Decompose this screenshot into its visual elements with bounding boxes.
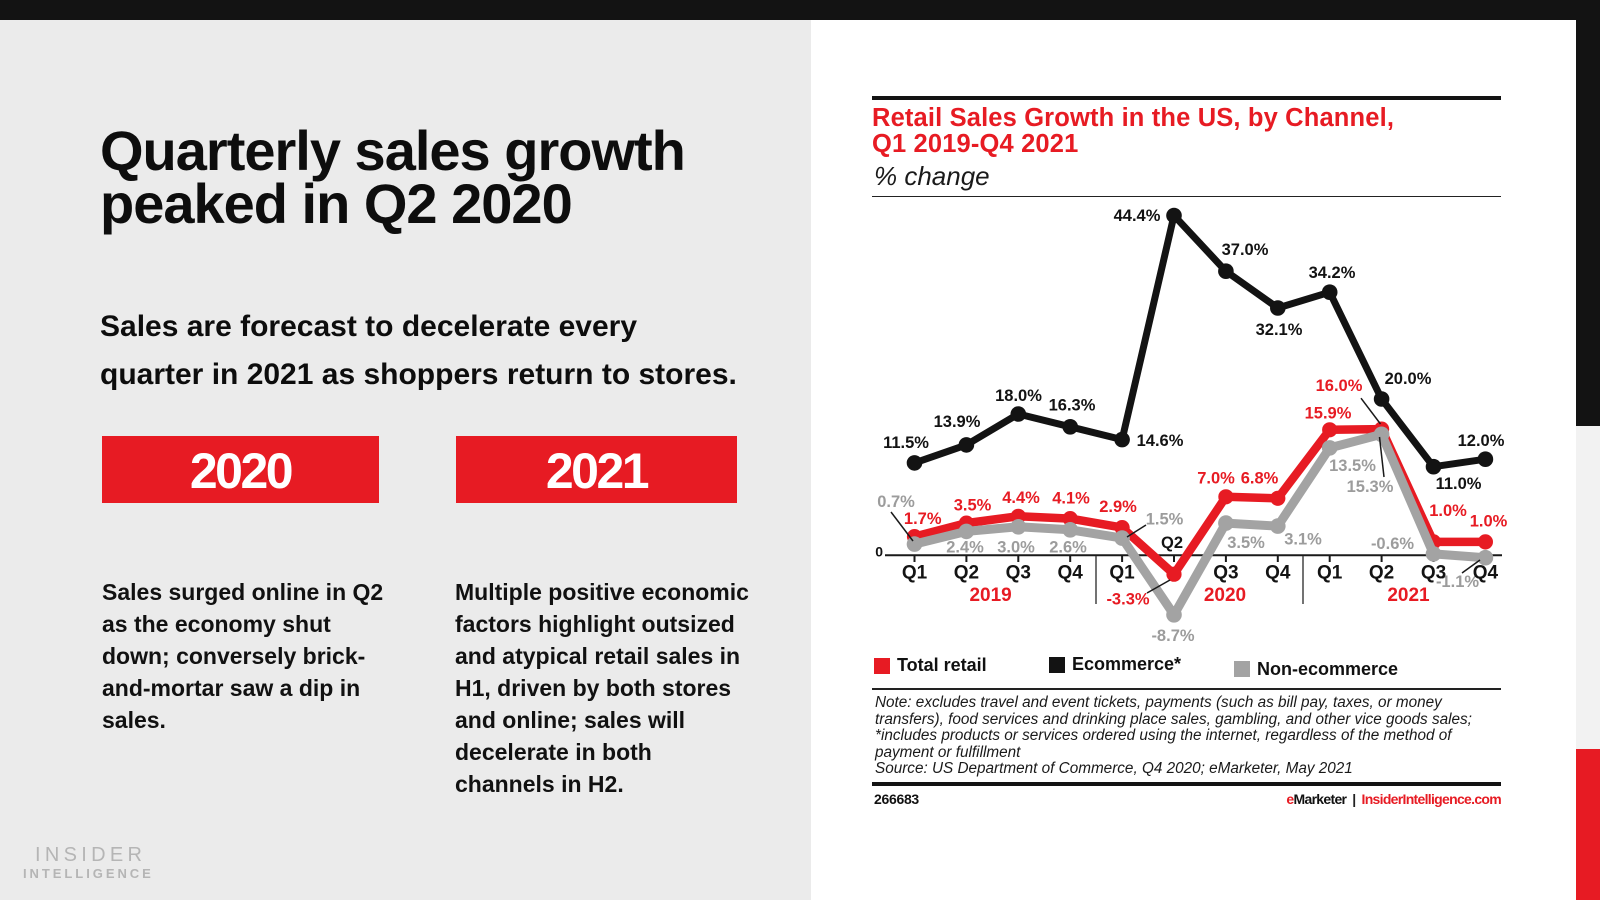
svg-text:6.8%: 6.8%: [1241, 469, 1279, 487]
svg-text:Q1: Q1: [1109, 563, 1135, 584]
svg-text:12.0%: 12.0%: [1458, 432, 1505, 450]
svg-text:2.9%: 2.9%: [1099, 498, 1137, 516]
svg-text:-1.1%: -1.1%: [1436, 573, 1479, 591]
svg-text:Q4: Q4: [1058, 563, 1084, 584]
svg-text:2019: 2019: [969, 585, 1011, 606]
svg-text:Q1: Q1: [1317, 563, 1343, 584]
svg-text:Q4: Q4: [1265, 563, 1291, 584]
svg-text:15.9%: 15.9%: [1305, 405, 1352, 423]
svg-text:3.0%: 3.0%: [997, 539, 1035, 557]
svg-text:1.0%: 1.0%: [1470, 512, 1508, 530]
svg-text:Q1: Q1: [902, 563, 928, 584]
svg-text:44.4%: 44.4%: [1114, 207, 1161, 225]
svg-text:37.0%: 37.0%: [1222, 241, 1269, 259]
svg-text:7.0%: 7.0%: [1197, 469, 1235, 487]
svg-text:13.5%: 13.5%: [1329, 457, 1376, 475]
svg-text:20.0%: 20.0%: [1385, 370, 1432, 388]
svg-text:Q2: Q2: [954, 563, 979, 584]
svg-text:Q2: Q2: [1161, 534, 1183, 552]
svg-text:15.3%: 15.3%: [1347, 478, 1394, 496]
svg-text:Q3: Q3: [1421, 563, 1446, 584]
svg-text:0: 0: [875, 544, 883, 560]
svg-text:-3.3%: -3.3%: [1106, 590, 1149, 608]
svg-text:-8.7%: -8.7%: [1151, 627, 1194, 645]
svg-text:4.1%: 4.1%: [1052, 489, 1090, 507]
svg-text:1.0%: 1.0%: [1429, 502, 1467, 520]
svg-text:4.4%: 4.4%: [1002, 489, 1040, 507]
svg-text:13.9%: 13.9%: [934, 413, 981, 431]
svg-text:2.4%: 2.4%: [946, 539, 984, 557]
svg-text:0.7%: 0.7%: [877, 493, 915, 511]
svg-text:Q3: Q3: [1006, 563, 1031, 584]
svg-text:2020: 2020: [1204, 585, 1246, 606]
svg-text:32.1%: 32.1%: [1256, 321, 1303, 339]
svg-text:16.0%: 16.0%: [1316, 377, 1363, 395]
svg-text:11.5%: 11.5%: [883, 434, 929, 452]
svg-text:1.5%: 1.5%: [1146, 510, 1184, 528]
svg-text:3.5%: 3.5%: [1227, 534, 1265, 552]
svg-text:Q2: Q2: [1369, 563, 1394, 584]
svg-text:3.5%: 3.5%: [954, 496, 992, 514]
svg-text:34.2%: 34.2%: [1309, 264, 1356, 282]
svg-text:Q3: Q3: [1213, 563, 1238, 584]
svg-text:14.6%: 14.6%: [1137, 432, 1184, 450]
svg-text:18.0%: 18.0%: [995, 387, 1042, 405]
svg-text:2.6%: 2.6%: [1049, 539, 1087, 557]
svg-text:-0.6%: -0.6%: [1371, 535, 1414, 553]
svg-text:11.0%: 11.0%: [1436, 475, 1482, 493]
svg-text:2021: 2021: [1387, 585, 1430, 606]
svg-text:1.7%: 1.7%: [904, 510, 942, 528]
svg-text:Q4: Q4: [1473, 563, 1499, 584]
svg-text:16.3%: 16.3%: [1049, 397, 1096, 415]
svg-text:3.1%: 3.1%: [1284, 530, 1322, 548]
